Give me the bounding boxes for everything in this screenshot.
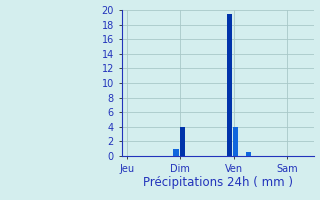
Bar bbox=[233, 127, 238, 156]
Bar bbox=[227, 14, 232, 156]
Bar bbox=[180, 127, 185, 156]
X-axis label: Précipitations 24h ( mm ): Précipitations 24h ( mm ) bbox=[143, 176, 292, 189]
Bar bbox=[246, 152, 251, 156]
Bar bbox=[173, 149, 179, 156]
